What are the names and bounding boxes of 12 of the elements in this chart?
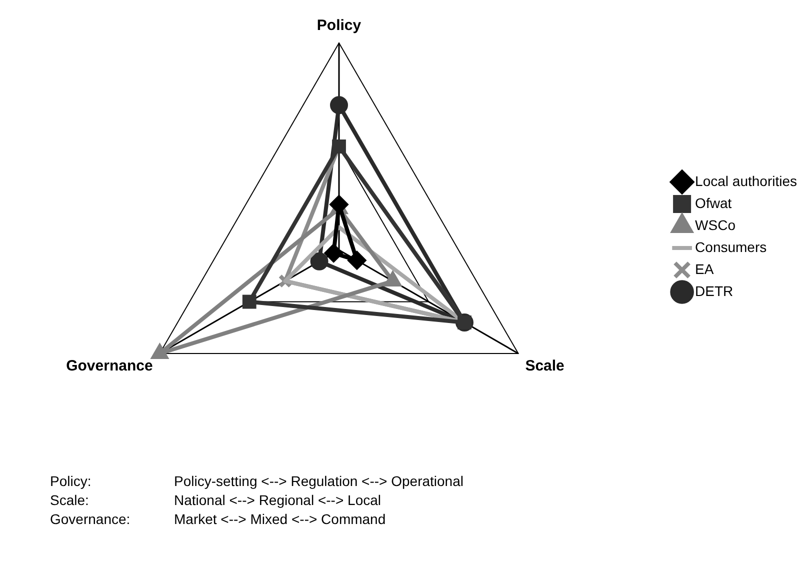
legend-label: WSCo <box>695 216 736 233</box>
legend-label: Ofwat <box>695 194 732 211</box>
spoke-label: Scale <box>525 358 564 375</box>
text: Governance: Market <--> Mixed <--> Command <box>50 511 386 527</box>
legend-label: Consumers <box>695 238 767 255</box>
text: Scale: National <--> Regional <--> Local <box>50 492 382 508</box>
legend-label: EA <box>695 260 714 277</box>
spoke-label: Policy <box>316 17 362 34</box>
legend-label: Local authorities <box>695 172 797 189</box>
spoke-label: Governance <box>66 358 153 375</box>
text: Policy: Policy-setting <--> Regulation <--> Operational <box>50 473 464 489</box>
legend-label: DETR <box>695 282 734 299</box>
